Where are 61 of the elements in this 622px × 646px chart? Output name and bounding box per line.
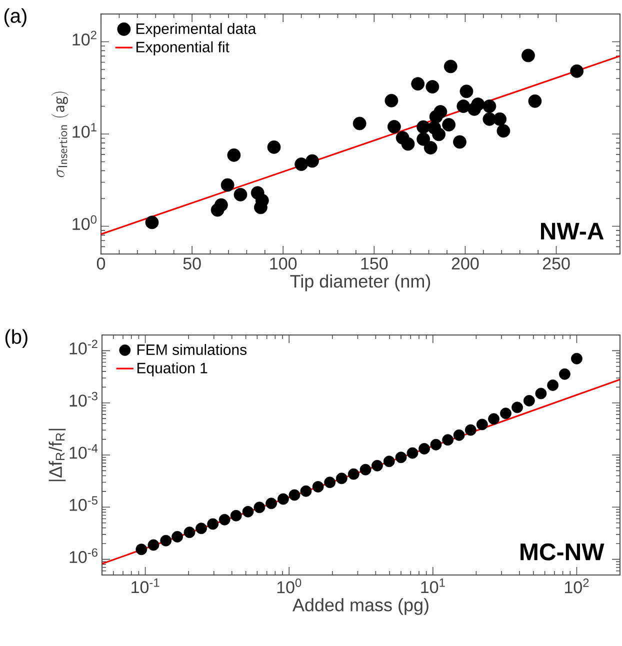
point: [444, 60, 458, 74]
x-axis-title: Tip diameter (nm): [290, 274, 430, 292]
point: [294, 158, 308, 171]
legend-label: Equation 1: [137, 362, 208, 376]
y-tick-label: 10$^{2}$: [72, 30, 96, 46]
point: [267, 140, 281, 154]
point: [570, 64, 584, 78]
x-tick-label: 200: [452, 258, 479, 270]
point: [460, 84, 474, 98]
point: [352, 116, 366, 130]
point: [426, 80, 440, 94]
point: [416, 132, 430, 146]
point: [145, 216, 159, 230]
y-axis-title: |Δf$_{R}$/f$_{R}$|: [48, 428, 66, 482]
point: [496, 124, 510, 138]
point: [401, 137, 415, 151]
point: [424, 141, 438, 154]
legend-label: Exponential fit: [136, 41, 230, 56]
point: [220, 178, 234, 192]
point: [234, 188, 248, 202]
x-axis-title: Added mass (pg): [292, 598, 428, 615]
x-tick-label: 150: [361, 258, 388, 270]
annotation: MC-NW: [520, 543, 604, 560]
point: [411, 77, 425, 91]
x-tick-label: 10$^{2}$: [565, 578, 589, 594]
point: [471, 98, 485, 111]
x-tick-label: 10$^{0}$: [277, 578, 302, 594]
text: (a): [4, 8, 26, 27]
text: (b): [5, 329, 28, 348]
x-tick-label: 10$^{-1}$: [132, 578, 160, 594]
point: [528, 94, 542, 108]
annotation: NW-A: [541, 222, 604, 240]
x-tick-label: 0: [96, 258, 106, 270]
legend-label: Experimental data: [136, 23, 256, 37]
point: [387, 120, 401, 134]
legend-label: FEM simulations: [137, 344, 247, 356]
point: [384, 94, 398, 108]
y-tick-label: 10$^{-5}$: [70, 496, 98, 511]
y-tick-label: 10$^{-2}$: [70, 340, 98, 354]
point: [227, 148, 241, 162]
point: [254, 200, 268, 214]
point: [522, 48, 535, 62]
point: [493, 112, 507, 126]
point: [453, 135, 466, 149]
point: [482, 100, 496, 113]
point: [434, 105, 448, 119]
y-tick-label: 10$^{-6}$: [70, 548, 98, 564]
y-tick-label: 10$^{-3}$: [70, 392, 98, 407]
point: [214, 198, 228, 212]
point: [306, 154, 319, 168]
x-tick-label: 100: [270, 258, 297, 270]
x-tick-label: 50: [183, 258, 201, 270]
y-axis-title: $\sigma_{\mathsf{Insertion}}\;\mathsf{(ag)}$: [51, 92, 69, 178]
point: [432, 128, 446, 142]
x-tick-label: 10$^{1}$: [421, 578, 445, 594]
point: [456, 100, 470, 113]
point: [442, 118, 456, 132]
y-tick-label: 10$^{-4}$: [70, 444, 98, 459]
y-tick-label: 10$^{0}$: [72, 215, 96, 230]
x-tick-label: 250: [542, 258, 570, 270]
y-tick-label: 10$^{1}$: [72, 123, 96, 138]
